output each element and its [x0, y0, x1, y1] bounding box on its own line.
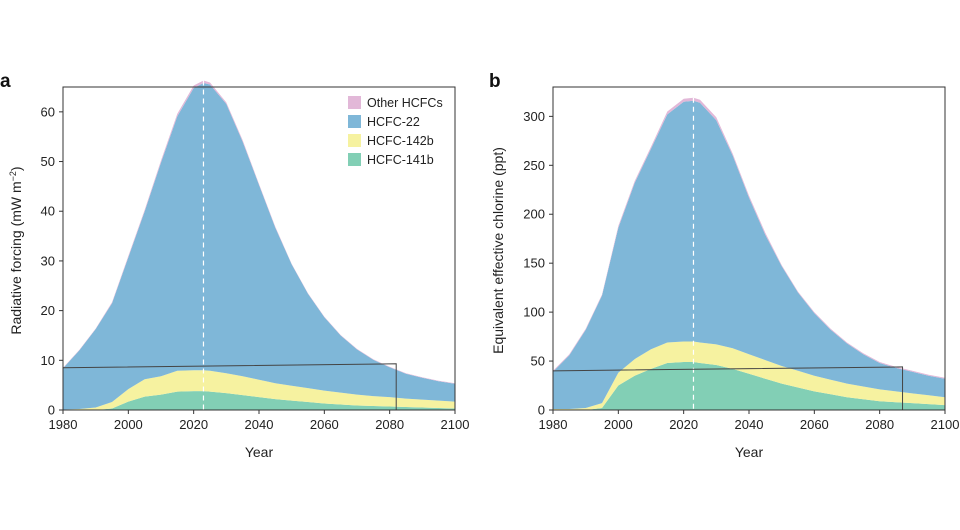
y-tick-label: 10	[41, 353, 55, 368]
panel-a-area-hcfc-142b	[63, 370, 455, 410]
y-tick-label: 20	[41, 303, 55, 318]
x-tick-label: 2100	[441, 417, 470, 432]
y-tick-label: 0	[48, 403, 55, 418]
legend-swatch-hcfc-142b	[348, 134, 361, 147]
panel-a-areas	[63, 80, 455, 410]
y-tick-label: 60	[41, 104, 55, 119]
panel-b-inset-box	[552, 366, 904, 410]
y-tick-label: 0	[538, 403, 545, 418]
panel-a-area-hcfc-141b	[63, 391, 455, 410]
panel-b-area-hcfc-141b	[553, 362, 945, 410]
y-tick-label: 50	[41, 154, 55, 169]
y-tick-label: 250	[523, 158, 545, 173]
panel-a-x-axis-label: Year	[245, 444, 274, 460]
panel-b: b 1980 2000 2020 2040 2060 2080 2100 0 50 100 150…	[489, 71, 959, 460]
x-tick-label: 2020	[669, 417, 698, 432]
panel-a-inset-box	[62, 363, 397, 410]
panel-b-y-axis-label: Equivalent effective chlorine (ppt)	[490, 147, 506, 354]
legend-label-hcfc-141b: HCFC-141b	[367, 153, 434, 167]
legend-swatch-hcfc-22	[348, 115, 361, 128]
panel-b-x-axis-label: Year	[735, 444, 764, 460]
panel-a-x-axis: 1980 2000 2020 2040 2060 2080 2100	[49, 410, 470, 432]
y-tick-label: 30	[41, 253, 55, 268]
panel-b-x-axis: 1980 2000 2020 2040 2060 2080 2100	[539, 410, 960, 432]
panel-a-y-axis: 0 10 20 30 40 50 60	[41, 104, 63, 418]
x-tick-label: 1980	[49, 417, 78, 432]
x-tick-label: 2080	[865, 417, 894, 432]
legend-swatch-hcfc-141b	[348, 153, 361, 166]
x-tick-label: 2040	[245, 417, 274, 432]
y-tick-label: 150	[523, 256, 545, 271]
panel-b-y-axis: 0 50 100 150 200 250 300	[523, 109, 553, 418]
x-tick-label: 2000	[604, 417, 633, 432]
legend-label-hcfc-142b: HCFC-142b	[367, 134, 434, 148]
panel-b-area-hcfc-22	[553, 100, 945, 409]
legend: Other HCFCs HCFC-22 HCFC-142b HCFC-141b	[348, 96, 443, 167]
panel-b-letter: b	[489, 71, 501, 92]
legend-label-hcfc-22: HCFC-22	[367, 115, 420, 129]
x-tick-label: 1980	[539, 417, 568, 432]
x-tick-label: 2000	[114, 417, 143, 432]
panel-a-y-axis-label: Radiative forcing (mW m−2)	[8, 166, 24, 334]
y-tick-label: 40	[41, 204, 55, 219]
x-tick-label: 2040	[735, 417, 764, 432]
panel-b-areas	[553, 97, 945, 410]
panel-a-area-hcfc-22	[63, 83, 455, 410]
x-tick-label: 2100	[931, 417, 960, 432]
panel-a: a 1980 2000 2020 2040 2060 2080 2100 0 10 20 30 40…	[0, 71, 469, 460]
panel-b-area-hcfc-142b	[553, 341, 945, 410]
x-tick-label: 2080	[375, 417, 404, 432]
x-tick-label: 2060	[800, 417, 829, 432]
x-tick-label: 2020	[179, 417, 208, 432]
y-tick-label: 300	[523, 109, 545, 124]
legend-swatch-other-hcfcs	[348, 96, 361, 109]
panel-a-letter: a	[0, 71, 11, 92]
y-tick-label: 50	[531, 354, 545, 369]
x-tick-label: 2060	[310, 417, 339, 432]
y-tick-label: 100	[523, 305, 545, 320]
legend-label-other-hcfcs: Other HCFCs	[367, 96, 443, 110]
y-tick-label: 200	[523, 207, 545, 222]
